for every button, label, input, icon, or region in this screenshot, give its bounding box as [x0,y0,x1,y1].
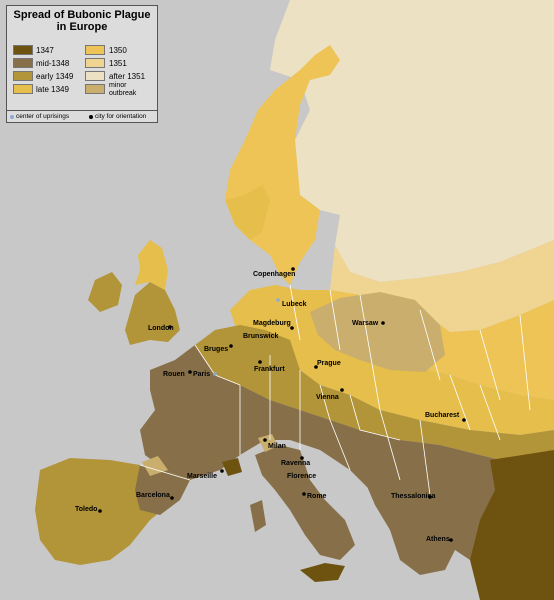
city-label-vienna: Vienna [316,394,339,401]
legend-label-early-1349: early 1349 [36,72,73,81]
city-dot-marseille [220,469,224,473]
city-label-frankfurt: Frankfurt [254,366,285,373]
city-dot-paris [213,372,217,376]
city-label-warsaw: Warsaw [352,320,379,327]
legend-title: Spread of Bubonic Plague in Europe [7,9,157,33]
city-label-paris: Paris [193,371,210,378]
city-label-milan: Milan [268,443,286,450]
city-dot-milan [263,438,267,442]
legend-city-label: city for orientation [95,113,146,121]
city-label-london: London [148,325,174,332]
city-label-athens: Athens [426,536,450,543]
map-legend: Spread of Bubonic Plague in Europe 1347 … [6,5,158,123]
legend-swatch-1351 [85,58,105,68]
city-label-brunswick: Brunswick [243,333,279,340]
legend-center-label: center of uprisings [16,113,69,121]
legend-swatch-early-1349 [13,71,33,81]
city-label-prague: Prague [317,360,341,367]
city-dot-bruges [229,344,233,348]
city-label-bruges: Bruges [204,346,228,353]
city-dot-toledo [98,509,102,513]
city-dot-vienna [340,388,344,392]
city-dot-frankfurt [258,360,262,364]
city-dot-athens [449,538,453,542]
legend-swatch-late-1349 [13,84,33,94]
city-label-toledo: Toledo [75,506,97,513]
city-dot-bucharest [462,418,466,422]
legend-swatch-after-1351 [85,71,105,81]
legend-label-minor-outbreak: minor outbreak [109,82,153,98]
legend-divider [7,110,157,111]
legend-center-dot [10,115,14,119]
city-dot-rome [302,492,306,496]
legend-city-dot [89,115,93,119]
legend-swatch-1350 [85,45,105,55]
city-label-rome: Rome [307,493,327,500]
city-dot-magdeburg [290,326,294,330]
legend-title-line1: Spread of Bubonic Plague [7,9,157,21]
city-label-copenhagen: Copenhagen [253,271,295,278]
city-label-thessalonica: Thessalonica [391,493,435,500]
legend-title-line2: in Europe [7,21,157,33]
legend-swatch-mid-1348 [13,58,33,68]
city-dot-warsaw [381,321,385,325]
city-dot-rouen [188,370,192,374]
legend-label-after-1351: after 1351 [109,72,145,81]
legend-label-1347: 1347 [36,46,54,55]
legend-label-late-1349: late 1349 [36,85,69,94]
city-label-bucharest: Bucharest [425,412,460,419]
legend-label-1351: 1351 [109,59,127,68]
city-label-lubeck: Lubeck [282,301,307,308]
city-label-florence: Florence [287,473,316,480]
city-label-barcelona: Barcelona [136,492,170,499]
city-label-marseille: Marseille [187,473,217,480]
legend-label-1350: 1350 [109,46,127,55]
city-label-ravenna: Ravenna [281,460,310,467]
legend-label-mid-1348: mid-1348 [36,59,69,68]
city-label-rouen: Rouen [163,371,185,378]
legend-swatch-minor-outbreak [85,84,105,94]
city-dot-barcelona [170,496,174,500]
city-label-magdeburg: Magdeburg [253,320,291,327]
city-dot-lubeck [276,298,280,302]
legend-swatch-1347 [13,45,33,55]
